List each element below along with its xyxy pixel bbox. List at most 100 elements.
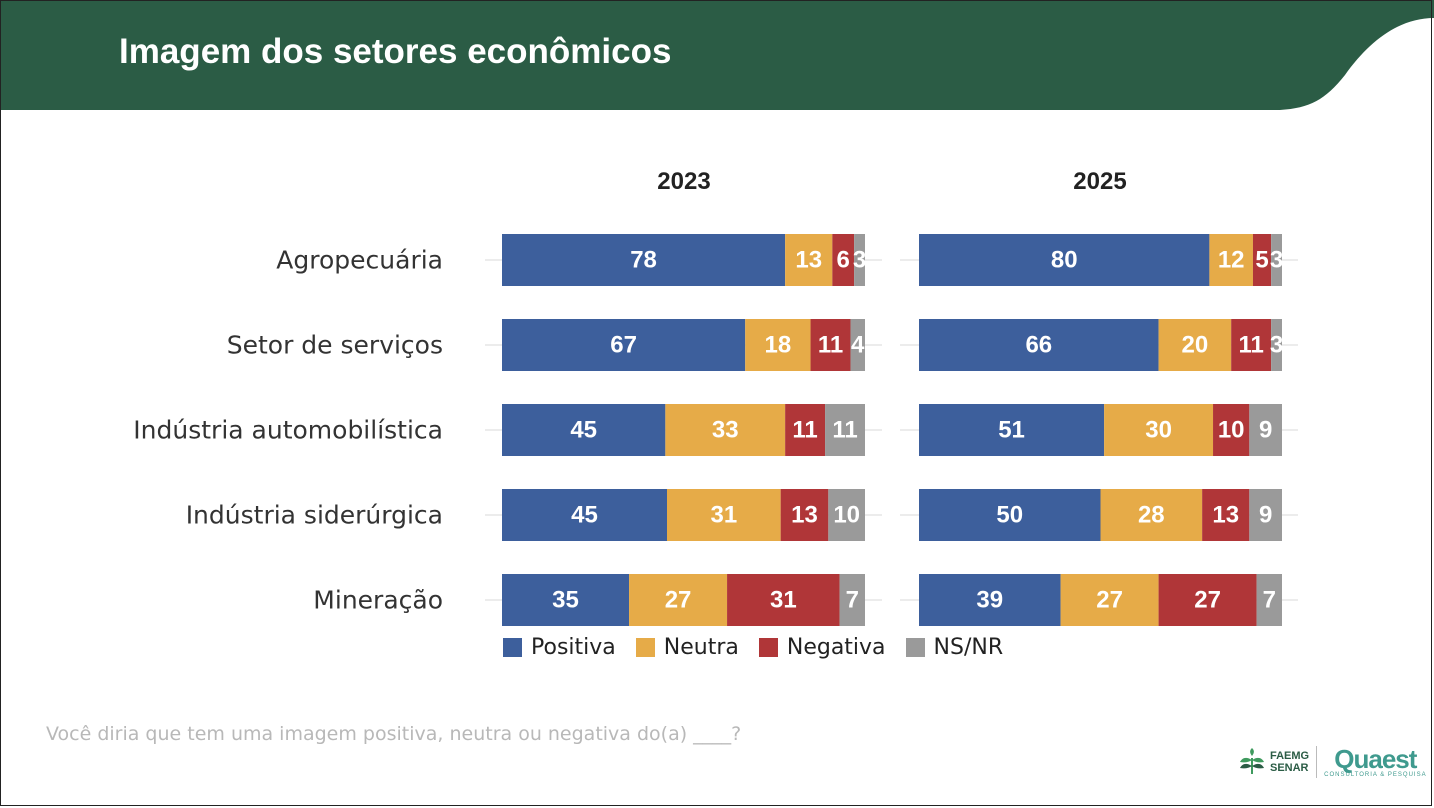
bar-2025-agropecuaria-positiva xyxy=(919,234,1210,286)
bar-2023-mineracao-ns-nr xyxy=(839,574,865,626)
legend-swatch-neutra xyxy=(635,638,655,657)
bar-label-2023-industria-siderurgica-negativa: 13 xyxy=(791,502,818,529)
legend-item-nsnr: NS/NR xyxy=(905,635,1004,660)
category-label-industria-automobilistica: Indústria automobilística xyxy=(133,416,443,445)
bar-label-2023-mineracao-ns-nr: 7 xyxy=(846,587,859,614)
quaest-logo: Quaest CONSULTORIA & PESQUISA xyxy=(1324,746,1426,778)
bar-2025-industria-automobilistica-neutra xyxy=(1104,404,1214,456)
bar-label-2023-setor-de-servicos-ns-nr: 4 xyxy=(851,332,865,359)
bar-label-2023-industria-automobilistica-negativa: 11 xyxy=(792,417,817,444)
legend-label-negativa: Negativa xyxy=(786,635,886,660)
quaest-logo-name: Quaest xyxy=(1334,744,1417,774)
legend-swatch-nsnr xyxy=(905,638,925,657)
bar-label-2023-agropecuaria-ns-nr: 3 xyxy=(853,247,866,274)
bar-2025-setor-de-servicos-ns-nr xyxy=(1271,319,1282,371)
bar-2025-agropecuaria-ns-nr xyxy=(1271,234,1282,286)
bar-2025-mineracao-neutra xyxy=(1060,574,1159,626)
legend-swatch-negativa xyxy=(758,638,778,657)
bar-label-2025-mineracao-positiva: 39 xyxy=(976,587,1003,614)
faemg-leaf-icon xyxy=(1240,748,1264,774)
header-banner xyxy=(0,0,1434,110)
bar-label-2025-setor-de-servicos-negativa: 11 xyxy=(1238,332,1263,359)
bar-2023-industria-automobilistica-positiva xyxy=(502,404,666,456)
legend-label-nsnr: NS/NR xyxy=(933,635,1004,660)
bar-label-2025-industria-siderurgica-negativa: 13 xyxy=(1212,502,1239,529)
bar-2023-industria-siderurgica-positiva xyxy=(502,489,667,541)
bar-2025-industria-siderurgica-neutra xyxy=(1100,489,1203,541)
panel-title-2025: 2025 xyxy=(1073,168,1127,195)
bar-2023-setor-de-servicos-ns-nr xyxy=(850,319,865,371)
bar-label-2023-agropecuaria-negativa: 6 xyxy=(837,247,850,274)
bar-label-2025-industria-siderurgica-positiva: 50 xyxy=(996,502,1023,529)
bar-label-2023-mineracao-positiva: 35 xyxy=(552,587,579,614)
legend-item-neutra: Neutra xyxy=(635,635,739,660)
category-label-mineracao: Mineração xyxy=(313,586,443,615)
bar-2025-mineracao-negativa xyxy=(1158,574,1257,626)
bar-2025-setor-de-servicos-positiva xyxy=(919,319,1159,371)
bar-label-2023-industria-siderurgica-neutra: 31 xyxy=(710,502,737,529)
bar-label-2023-industria-automobilistica-neutra: 33 xyxy=(712,417,739,444)
bar-2023-industria-siderurgica-negativa xyxy=(780,489,829,541)
bar-label-2025-industria-automobilistica-positiva: 51 xyxy=(998,417,1025,444)
bar-2025-mineracao-positiva xyxy=(919,574,1061,626)
bar-2025-industria-siderurgica-negativa xyxy=(1202,489,1250,541)
bar-2025-setor-de-servicos-negativa xyxy=(1231,319,1272,371)
legend-label-neutra: Neutra xyxy=(663,635,739,660)
legend-label-positiva: Positiva xyxy=(531,635,616,660)
bar-2023-agropecuaria-ns-nr xyxy=(854,234,865,286)
bar-label-2025-setor-de-servicos-neutra: 20 xyxy=(1182,332,1209,359)
bar-label-2025-agropecuaria-negativa: 5 xyxy=(1255,247,1268,274)
bar-label-2023-industria-automobilistica-positiva: 45 xyxy=(570,417,597,444)
bar-2023-mineracao-positiva xyxy=(502,574,630,626)
bar-label-2023-setor-de-servicos-neutra: 18 xyxy=(765,332,792,359)
bar-label-2023-setor-de-servicos-positiva: 67 xyxy=(610,332,637,359)
footer-logos: FAEMG SENAR Quaest CONSULTORIA & PESQUIS… xyxy=(1238,746,1427,778)
bar-label-2023-industria-siderurgica-ns-nr: 10 xyxy=(833,502,860,529)
bar-2025-industria-automobilistica-positiva xyxy=(919,404,1105,456)
bar-label-2023-industria-siderurgica-positiva: 45 xyxy=(571,502,598,529)
bar-2023-setor-de-servicos-negativa xyxy=(810,319,851,371)
bar-label-2023-agropecuaria-neutra: 13 xyxy=(795,247,822,274)
bar-2025-industria-automobilistica-negativa xyxy=(1213,404,1250,456)
bar-2025-mineracao-ns-nr xyxy=(1256,574,1282,626)
bar-label-2023-agropecuaria-positiva: 78 xyxy=(630,247,657,274)
category-label-industria-siderurgica: Indústria siderúrgica xyxy=(186,501,443,530)
bar-label-2025-mineracao-negativa: 27 xyxy=(1194,587,1221,614)
bar-label-2025-mineracao-ns-nr: 7 xyxy=(1263,587,1276,614)
bar-label-2025-industria-siderurgica-neutra: 28 xyxy=(1138,502,1165,529)
bar-label-2025-industria-automobilistica-ns-nr: 9 xyxy=(1259,417,1272,444)
panel-title-2023: 2023 xyxy=(657,168,711,195)
category-label-agropecuaria: Agropecuária xyxy=(276,246,443,275)
bar-label-2025-setor-de-servicos-positiva: 66 xyxy=(1025,332,1052,359)
bar-2023-agropecuaria-negativa xyxy=(832,234,855,286)
faemg-logo-line2: SENAR xyxy=(1270,762,1309,774)
bar-label-2025-agropecuaria-neutra: 12 xyxy=(1218,247,1245,274)
bar-label-2023-setor-de-servicos-negativa: 11 xyxy=(818,332,843,359)
quaest-logo-subtitle: CONSULTORIA & PESQUISA xyxy=(1324,772,1427,778)
bar-2023-industria-automobilistica-negativa xyxy=(785,404,826,456)
bar-2025-agropecuaria-neutra xyxy=(1209,234,1253,286)
bar-2023-mineracao-neutra xyxy=(629,574,728,626)
bar-2023-industria-automobilistica-neutra xyxy=(665,404,786,456)
bar-label-2025-agropecuaria-ns-nr: 3 xyxy=(1270,247,1283,274)
bar-2025-industria-siderurgica-ns-nr xyxy=(1249,489,1282,541)
bar-2023-setor-de-servicos-neutra xyxy=(745,319,811,371)
bar-2023-agropecuaria-neutra xyxy=(785,234,833,286)
logo-divider xyxy=(1316,746,1318,778)
bar-label-2025-mineracao-neutra: 27 xyxy=(1096,587,1123,614)
bar-2023-industria-siderurgica-ns-nr xyxy=(828,489,865,541)
bar-label-2025-industria-automobilistica-neutra: 30 xyxy=(1145,417,1172,444)
faemg-logo-line1: FAEMG xyxy=(1270,750,1310,762)
bar-label-2025-setor-de-servicos-ns-nr: 3 xyxy=(1270,332,1283,359)
page-title: Imagem dos setores econômicos xyxy=(119,32,672,71)
bar-label-2025-industria-automobilistica-negativa: 10 xyxy=(1218,417,1245,444)
legend-swatch-positiva xyxy=(503,638,522,657)
bar-2023-setor-de-servicos-positiva xyxy=(502,319,746,371)
survey-question: Você diria que tem uma imagem positiva, … xyxy=(46,723,742,745)
bar-label-2025-agropecuaria-positiva: 80 xyxy=(1051,247,1078,274)
bar-2023-industria-automobilistica-ns-nr xyxy=(825,404,865,456)
legend-item-negativa: Negativa xyxy=(758,635,886,660)
bar-label-2023-mineracao-neutra: 27 xyxy=(665,587,692,614)
bar-2023-agropecuaria-positiva xyxy=(502,234,786,286)
